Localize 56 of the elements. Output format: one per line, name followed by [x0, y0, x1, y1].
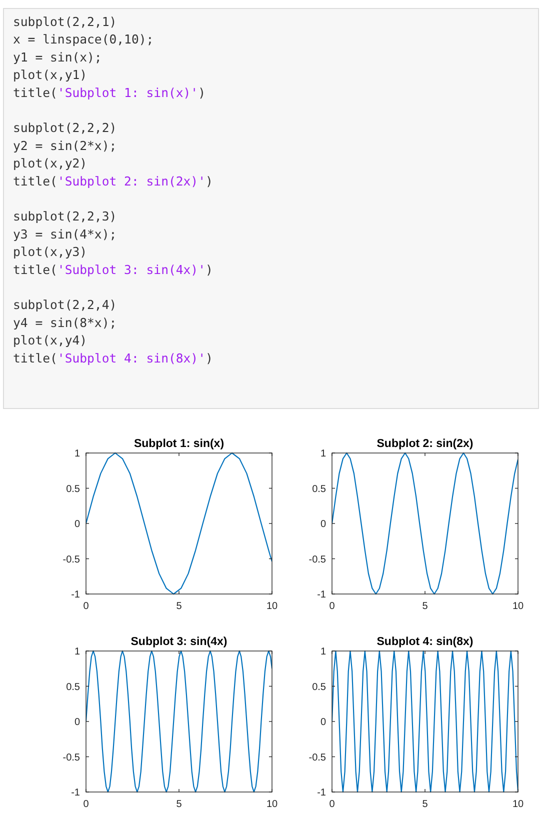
chart-title: Subplot 3: sin(4x) — [130, 636, 228, 648]
text: title('Subplot 3: sin(4x)') — [13, 262, 213, 277]
x-tick-label: 5 — [422, 799, 428, 810]
x-tick-label: 0 — [329, 601, 336, 612]
y-tick-label: 0 — [320, 519, 326, 530]
x-tick-label: 0 — [83, 601, 90, 612]
text: subplot(2,2,1) — [13, 15, 117, 29]
x-tick-label: 0 — [329, 799, 336, 810]
y-tick-label: 1 — [320, 448, 326, 460]
y-tick-label: 1 — [74, 448, 80, 460]
text: subplot(2,2,4) — [13, 298, 117, 312]
x-tick-label: 10 — [266, 601, 278, 612]
text: plot(x,y2) — [13, 156, 88, 171]
y-tick-label: -1 — [317, 788, 326, 798]
x-tick-label: 5 — [176, 799, 182, 810]
x-tick-label: 0 — [83, 799, 90, 810]
text: subplot(2,2,3) — [13, 210, 117, 224]
text: plot(x,y4) — [13, 334, 88, 348]
text: subplot(2,2,2) — [13, 121, 117, 136]
y-tick-label: 0.5 — [66, 484, 80, 495]
y-tick-label: -0.5 — [308, 752, 326, 764]
text: title('Subplot 1: sin(x)') — [13, 86, 206, 100]
text: title('Subplot 2: sin(2x)') — [13, 174, 213, 188]
text: plot(x,y1) — [13, 68, 88, 82]
y-tick-label: 0.5 — [312, 682, 326, 693]
text: y3 = sin(4*x); — [13, 227, 117, 242]
y-tick-label: -1 — [71, 788, 80, 798]
text: title('Subplot 4: sin(8x)') — [13, 351, 213, 366]
y-tick-label: 1 — [74, 646, 80, 658]
y-tick-label: 0 — [74, 519, 80, 530]
y-tick-label: 0 — [74, 717, 80, 728]
y-tick-label: -1 — [71, 590, 80, 600]
y-tick-label: 0 — [320, 717, 326, 728]
y-tick-label: -1 — [317, 590, 326, 600]
y-tick-label: -0.5 — [308, 554, 326, 566]
text: x = linspace(0,10); — [13, 32, 154, 47]
y-tick-label: -0.5 — [62, 752, 80, 764]
x-tick-label: 10 — [512, 799, 524, 810]
y-tick-label: -0.5 — [62, 554, 80, 566]
chart-title: Subplot 4: sin(8x) — [376, 636, 474, 648]
text: plot(x,y3) — [13, 245, 88, 260]
y-tick-label: 0.5 — [312, 484, 326, 495]
x-tick-label: 10 — [266, 799, 278, 810]
chart-title: Subplot 1: sin(x) — [134, 438, 224, 450]
y-tick-label: 0.5 — [66, 682, 80, 693]
x-tick-label: 10 — [512, 601, 524, 612]
y-tick-label: 1 — [320, 646, 326, 658]
text: y2 = sin(2*x); — [13, 138, 117, 153]
line-series — [332, 452, 518, 595]
chart-title: Subplot 2: sin(2x) — [376, 438, 474, 450]
text: y1 = sin(x); — [13, 50, 102, 64]
line-series — [86, 650, 272, 793]
x-tick-label: 5 — [176, 601, 182, 612]
x-tick-label: 5 — [422, 601, 428, 612]
line-series — [86, 452, 272, 595]
text: y4 = sin(8*x); — [13, 316, 117, 330]
